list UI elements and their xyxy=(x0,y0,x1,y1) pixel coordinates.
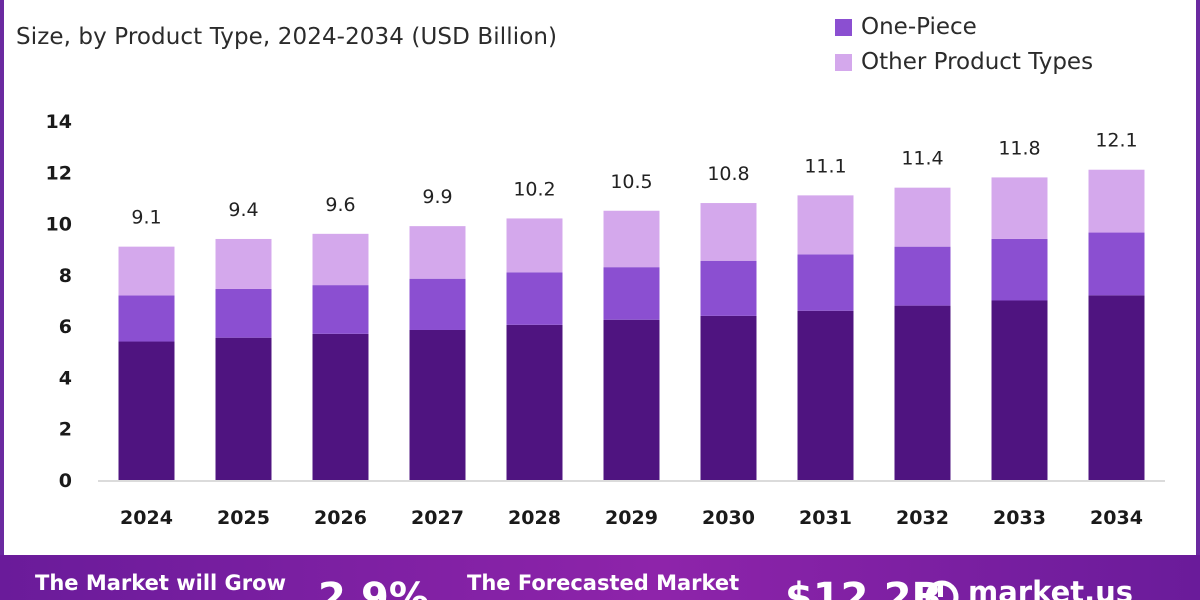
x-tick-label: 2030 xyxy=(702,507,755,529)
bar-segment-series-0 xyxy=(506,324,563,480)
banner-grow-text: The Market will Grow xyxy=(35,571,286,595)
x-tick-label: 2026 xyxy=(314,507,367,529)
bar-segment-one-piece xyxy=(797,254,854,311)
bar-segment-other-product-types xyxy=(991,177,1048,239)
brand-name: market.us xyxy=(968,575,1134,600)
bar-segment-series-0 xyxy=(797,310,854,480)
bar-segment-series-0 xyxy=(991,300,1048,480)
legend-label-other-product-types: Other Product Types xyxy=(861,49,1094,75)
x-tick-label: 2033 xyxy=(993,507,1046,529)
legend-item-other-product-types: Other Product Types xyxy=(835,49,1093,75)
bar-total-label: 10.2 xyxy=(513,178,555,200)
market-us-logo-icon xyxy=(925,580,959,600)
y-tick-label: 14 xyxy=(46,111,72,133)
bar-segment-other-product-types xyxy=(1088,169,1145,233)
bar-segment-one-piece xyxy=(991,238,1048,301)
bar-segment-series-0 xyxy=(894,305,951,480)
frame-right-border xyxy=(1196,0,1200,555)
legend-item-one-piece: One-Piece xyxy=(835,14,977,40)
banner-market-value: $12.2B xyxy=(785,575,943,600)
y-tick-label: 10 xyxy=(46,214,72,236)
bar-segment-one-piece xyxy=(894,246,951,306)
bar-segment-other-product-types xyxy=(409,226,466,279)
x-tick-label: 2032 xyxy=(896,507,949,529)
y-tick-label: 12 xyxy=(46,162,72,184)
bar-total-label: 10.5 xyxy=(610,171,652,193)
bar-total-label: 9.1 xyxy=(131,207,161,229)
bar-segment-series-0 xyxy=(700,315,757,480)
y-tick-label: 2 xyxy=(59,419,72,441)
legend-swatch-other-product-types xyxy=(835,53,852,71)
bar-total-label: 9.4 xyxy=(228,199,258,221)
x-tick-label: 2028 xyxy=(508,507,561,529)
bar-total-label: 11.1 xyxy=(804,155,846,177)
bar-segment-one-piece xyxy=(506,272,563,325)
bar-total-label: 9.9 xyxy=(422,186,452,208)
bar-segment-one-piece xyxy=(215,288,272,338)
bar-segment-series-0 xyxy=(1088,295,1145,480)
bar-segment-other-product-types xyxy=(700,203,757,261)
banner-cagr-value: 2.9% xyxy=(318,575,429,600)
bar-segment-one-piece xyxy=(700,260,757,316)
bar-segment-one-piece xyxy=(118,295,175,342)
bar-segment-one-piece xyxy=(409,278,466,330)
bar-segment-other-product-types xyxy=(506,218,563,273)
bar-segment-one-piece xyxy=(312,285,369,334)
y-tick-label: 8 xyxy=(59,265,72,287)
bar-segment-series-0 xyxy=(409,329,466,480)
y-tick-label: 6 xyxy=(59,316,72,338)
bar-segment-one-piece xyxy=(603,267,660,320)
bar-segment-series-0 xyxy=(215,337,272,480)
x-tick-label: 2025 xyxy=(217,507,270,529)
legend-swatch-one-piece xyxy=(835,18,852,36)
y-tick-label: 0 xyxy=(59,470,72,492)
stacked-bar-chart: 0 2 4 6 8 10 12 14 9.1 2024 9.4 2025 9.6 2026 9.9 2027 1… xyxy=(46,111,1165,529)
bar-segment-other-product-types xyxy=(215,238,272,289)
frame-left-border xyxy=(0,0,4,555)
bottom-banner: The Market will Grow 2.9% The Forecasted… xyxy=(0,555,1200,600)
bar-total-label: 10.8 xyxy=(707,163,749,185)
x-tick-label: 2029 xyxy=(605,507,658,529)
x-tick-label: 2034 xyxy=(1090,507,1143,529)
bar-total-label: 12.1 xyxy=(1095,130,1137,152)
legend-label-one-piece: One-Piece xyxy=(861,14,977,40)
bar-total-label: 9.6 xyxy=(325,194,355,216)
bar-segment-other-product-types xyxy=(118,246,175,296)
banner-forecast-text: The Forecasted Market xyxy=(467,571,740,595)
x-tick-label: 2027 xyxy=(411,507,464,529)
bar-total-label: 11.8 xyxy=(998,137,1040,159)
x-tick-label: 2024 xyxy=(120,507,173,529)
x-tick-label: 2031 xyxy=(799,507,852,529)
bar-segment-one-piece xyxy=(1088,232,1145,296)
bar-total-label: 11.4 xyxy=(901,148,943,170)
bar-segment-other-product-types xyxy=(312,233,369,286)
chart-subtitle: Size, by Product Type, 2024-2034 (USD Bi… xyxy=(16,24,558,50)
bar-segment-other-product-types xyxy=(797,195,854,255)
bar-segment-other-product-types xyxy=(894,187,951,247)
y-tick-label: 4 xyxy=(59,367,72,389)
bar-segment-series-0 xyxy=(603,319,660,480)
bar-segment-other-product-types xyxy=(603,210,660,268)
bar-segment-series-0 xyxy=(312,333,369,480)
bar-segment-series-0 xyxy=(118,341,175,480)
